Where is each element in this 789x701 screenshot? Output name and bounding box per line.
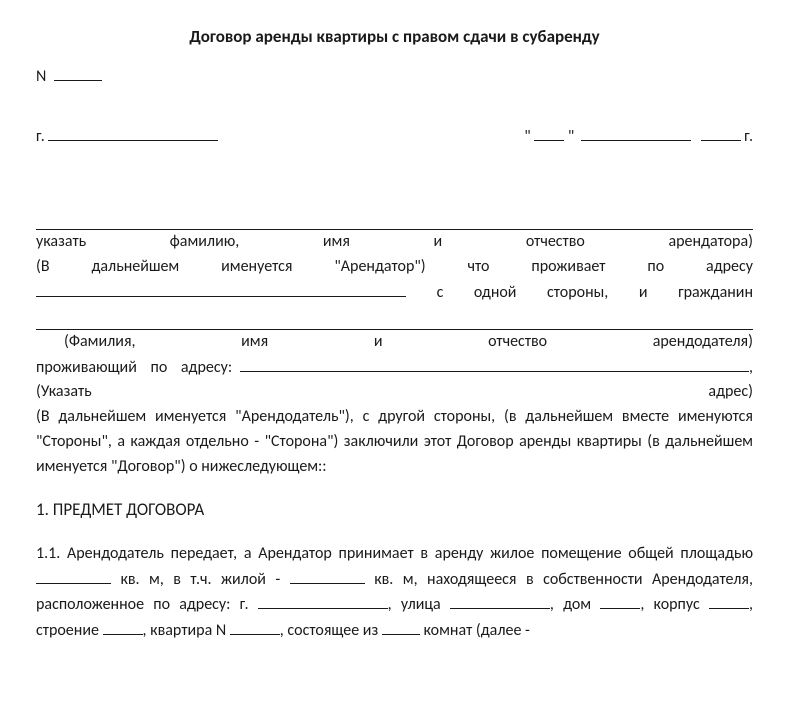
t: , квартира N (143, 621, 230, 640)
w: (Фамилия, (64, 332, 136, 351)
w: дальнейшем (91, 257, 179, 276)
w: гражданин (678, 283, 753, 302)
comma: , (749, 356, 753, 381)
city-blank (48, 124, 218, 141)
landlord-name-blank (36, 310, 753, 330)
w: адресу: (181, 358, 232, 377)
t: , состоящее из (280, 621, 382, 640)
w: отчество (488, 332, 547, 351)
date-suffix: г. (744, 127, 753, 146)
w: и (639, 283, 648, 302)
w: имя (323, 232, 350, 251)
w: (В (36, 257, 50, 276)
t: , улица (388, 595, 450, 614)
date-quote-open: " (524, 127, 530, 146)
w: проживающий (36, 358, 137, 377)
landlord-address-line: проживающий по адресу: , (36, 355, 753, 381)
addr-street-blank (450, 592, 550, 609)
contract-number-line: N (36, 64, 753, 90)
w: адрес) (708, 382, 753, 401)
city-field: г. (36, 124, 218, 150)
date-quote-close: " (568, 127, 574, 146)
landlord-address-label: проживающий по адресу: (36, 356, 232, 381)
w: (Указать (36, 382, 92, 401)
w: имя (241, 332, 268, 351)
tenant-alias-line: (В дальнейшем именуется "Арендатор") что… (36, 255, 753, 280)
t: , дом (550, 595, 600, 614)
n-blank (54, 64, 102, 81)
addr-stroenie-blank (103, 618, 143, 635)
t: комнат (далее - (420, 621, 530, 640)
date-field: " " г. (524, 124, 753, 150)
city-date-row: г. " " г. (36, 124, 753, 150)
address-caption: (Указать адрес) (36, 380, 753, 405)
parties-definition: (В дальнейшем именуется "Арендодатель"),… (36, 405, 753, 479)
clause-1-1: 1.1. Арендодатель передает, а Арендатор … (36, 542, 753, 644)
landlord-name-caption: (Фамилия, имя и отчество арендодателя) (36, 330, 753, 355)
addr-city-blank (258, 592, 388, 609)
document-page: Договор аренды квартиры с правом сдачи в… (0, 0, 789, 701)
w: по (647, 257, 664, 276)
day-blank (534, 124, 564, 141)
w: проживает (531, 257, 605, 276)
w: по (150, 358, 167, 377)
w: отчество (526, 232, 585, 251)
addr-korpus-blank (709, 592, 749, 609)
w: и (434, 232, 443, 251)
w: одной (474, 283, 517, 302)
w: арендодателя) (653, 332, 753, 351)
area-living-blank (290, 567, 365, 584)
city-prefix: г. (36, 127, 45, 146)
w: указать (36, 232, 86, 251)
landlord-address-blank (240, 355, 749, 372)
addr-house-blank (600, 592, 640, 609)
tenant-name-blank (36, 210, 753, 230)
t: , корпус (640, 595, 709, 614)
w: с (437, 283, 444, 302)
month-blank (581, 124, 691, 141)
w: стороны, (547, 283, 608, 302)
area-total-blank (36, 567, 111, 584)
w: арендатора) (668, 232, 753, 251)
tenant-address-line: с одной стороны, и гражданин (36, 280, 753, 306)
section-1-heading: 1. ПРЕДМЕТ ДОГОВОРА (36, 497, 753, 523)
n-label: N (36, 67, 46, 86)
document-title: Договор аренды квартиры с правом сдачи в… (36, 24, 753, 50)
t: 1.1. Арендодатель передает, а Арендатор … (36, 544, 753, 563)
rooms-blank (382, 618, 420, 635)
w: что (468, 257, 490, 276)
w: фамилию, (170, 232, 239, 251)
w: адресу (706, 257, 753, 276)
w: именуется (221, 257, 292, 276)
year-blank (701, 124, 741, 141)
tenant-address-blank (36, 280, 406, 297)
w: "Арендатор") (334, 257, 425, 276)
w: и (374, 332, 383, 351)
tenant-name-caption: указать фамилию, имя и отчество арендато… (36, 230, 753, 255)
t: кв. м, в т.ч. жилой - (111, 570, 290, 589)
addr-apt-blank (230, 618, 280, 635)
